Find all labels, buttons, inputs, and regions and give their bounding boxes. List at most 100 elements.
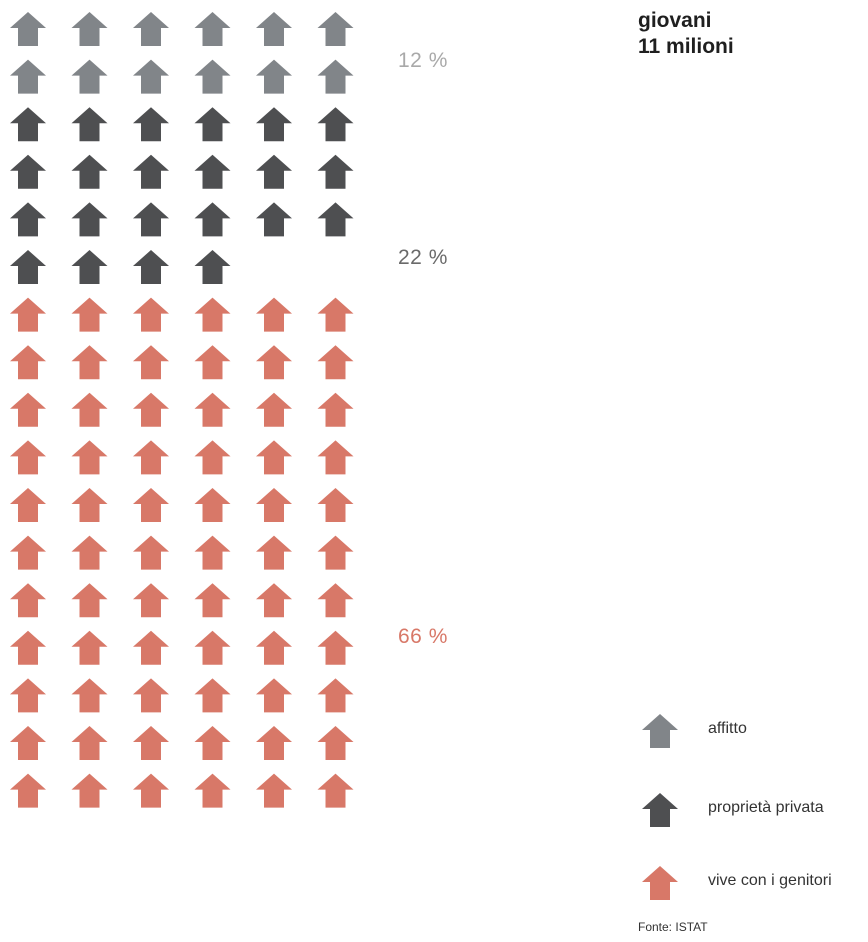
house-icon-genitori [133, 392, 169, 427]
legend-label-affitto: affitto [708, 720, 747, 737]
house-icon-genitori [133, 345, 169, 380]
house-icon-genitori [256, 583, 292, 618]
house-icon-proprieta [71, 154, 108, 189]
source-note: Fonte: ISTAT [638, 920, 708, 934]
house-icon-genitori [10, 726, 46, 760]
house-icon-proprieta [194, 250, 231, 284]
house-icon-genitori [10, 392, 46, 427]
house-icon-genitori [194, 392, 231, 427]
house-icon-genitori [256, 630, 292, 665]
house-icon-affitto [10, 12, 46, 46]
percent-label-genitori: 66 % [398, 625, 448, 648]
house-icon-affitto [256, 12, 292, 46]
house-icon-genitori [256, 345, 292, 380]
house-icon-genitori [10, 583, 46, 618]
house-icon-affitto [194, 59, 231, 94]
title-line-2: 11 milioni [638, 35, 734, 58]
house-icon-affitto [71, 12, 108, 46]
house-icon-proprieta [194, 202, 231, 237]
house-icon-genitori [10, 630, 46, 665]
house-icon-genitori [194, 678, 231, 713]
house-icon-genitori [317, 392, 354, 427]
title-line-1: giovani [638, 9, 712, 32]
house-icon [642, 714, 678, 748]
house-icon-genitori [71, 440, 108, 475]
legend-item-proprieta: proprietà privata [640, 791, 868, 831]
house-icon-proprieta [10, 250, 46, 284]
percent-label-affitto: 12 % [398, 49, 448, 72]
legend-item-genitori: vive con i genitori [640, 864, 868, 904]
house-icon-proprieta [256, 107, 292, 142]
house-icon-genitori [256, 678, 292, 713]
house-icon-genitori [317, 345, 354, 380]
house-icon-affitto [10, 59, 46, 94]
house-icon-genitori [317, 583, 354, 618]
house-icon-proprieta [71, 202, 108, 237]
house-icon-genitori [194, 535, 231, 570]
house-icon-affitto [256, 59, 292, 94]
house-icon-genitori [71, 773, 108, 808]
house-icon-genitori [71, 392, 108, 427]
house-icon-genitori [133, 773, 169, 808]
house-icon-genitori [10, 773, 46, 808]
house-icon-genitori [194, 583, 231, 618]
house-icon [642, 793, 678, 827]
house-icon-proprieta [10, 154, 46, 189]
house-icon-genitori [133, 297, 169, 332]
house-icon-affitto [71, 59, 108, 94]
house-icon-genitori [317, 678, 354, 713]
house-icon-proprieta [133, 107, 169, 142]
house-icon-genitori [10, 297, 46, 332]
house-icon-genitori [317, 488, 354, 522]
house-icon-affitto [317, 12, 354, 46]
house-icon-genitori [194, 773, 231, 808]
house-icon-genitori [71, 297, 108, 332]
house-icon-proprieta [133, 202, 169, 237]
house-icon-genitori [317, 440, 354, 475]
house-icon-proprieta [133, 250, 169, 284]
house-icon-affitto [133, 59, 169, 94]
house-icon-affitto [317, 59, 354, 94]
house-icon-proprieta [256, 202, 292, 237]
house-icon-proprieta [194, 154, 231, 189]
house-icon-affitto [194, 12, 231, 46]
house-icon-proprieta [71, 250, 108, 284]
house-icon-genitori [10, 440, 46, 475]
house-icon-genitori [71, 583, 108, 618]
house-icon-genitori [10, 345, 46, 380]
house-icon-proprieta [317, 202, 354, 237]
house-icon-genitori [194, 345, 231, 380]
house-icon-genitori [133, 678, 169, 713]
legend-item-affitto: affitto [640, 712, 868, 752]
house-icon-genitori [317, 535, 354, 570]
house-icon-genitori [10, 488, 46, 522]
house-icon-genitori [317, 726, 354, 760]
house-icon-genitori [317, 630, 354, 665]
house-icon-genitori [71, 726, 108, 760]
house-icon-proprieta [317, 107, 354, 142]
house-icon-genitori [194, 488, 231, 522]
house-icon-proprieta [256, 154, 292, 189]
house-icon-proprieta [317, 154, 354, 189]
house-icon-genitori [256, 297, 292, 332]
house-icon-genitori [133, 488, 169, 522]
house-icon-genitori [10, 535, 46, 570]
house-icon-proprieta [10, 107, 46, 142]
legend-label-proprieta: proprietà privata [708, 799, 824, 816]
house-icon-genitori [317, 773, 354, 808]
house-icon-genitori [71, 630, 108, 665]
house-icon-proprieta [133, 154, 169, 189]
house-icon-genitori [133, 535, 169, 570]
house-icon-genitori [317, 297, 354, 332]
house-icon-genitori [256, 773, 292, 808]
house-icon-proprieta [10, 202, 46, 237]
legend-label-genitori: vive con i genitori [708, 872, 832, 889]
house-icon-genitori [10, 678, 46, 713]
house-icon-genitori [133, 440, 169, 475]
house-icon-genitori [194, 440, 231, 475]
house-icon-genitori [256, 535, 292, 570]
chart-title: giovani 11 milioni [638, 8, 734, 60]
house-icon-genitori [194, 630, 231, 665]
house-icon-genitori [71, 345, 108, 380]
